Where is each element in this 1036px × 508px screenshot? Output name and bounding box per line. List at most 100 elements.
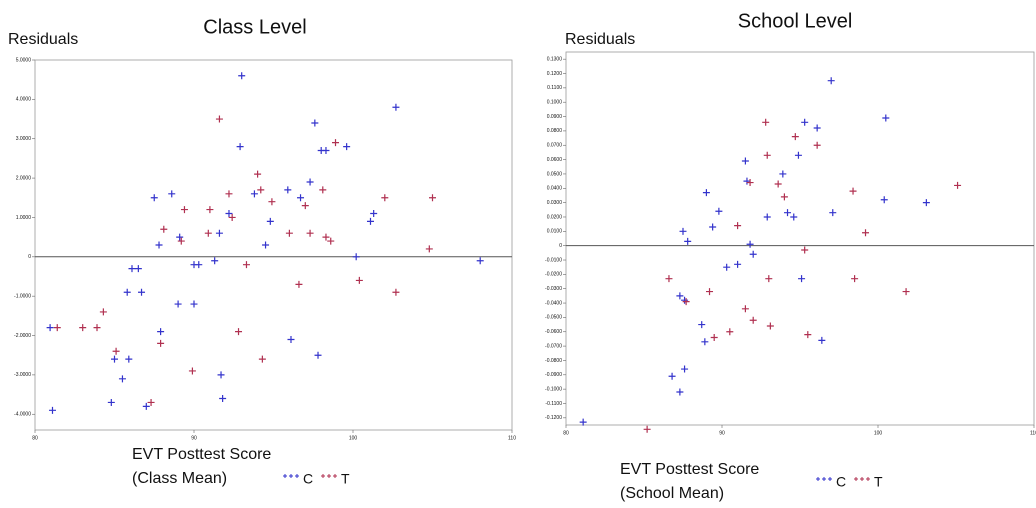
- point: [215, 115, 223, 123]
- point: [211, 257, 219, 265]
- point: [168, 190, 176, 198]
- y-tick-label: -0.0500: [545, 315, 562, 321]
- point: [849, 187, 857, 195]
- legend-label: C: [303, 471, 313, 487]
- point: [306, 229, 314, 237]
- y-tick-label: -0.0400: [545, 300, 562, 306]
- x-tick-label: 80: [563, 430, 569, 436]
- point: [684, 237, 692, 245]
- point: [174, 300, 182, 308]
- legend-marker: [333, 474, 337, 478]
- point: [235, 328, 243, 336]
- point: [160, 225, 168, 233]
- point: [134, 265, 142, 273]
- legend-marker: [866, 477, 870, 481]
- point: [177, 237, 185, 245]
- y-tick-label: -3.0000: [14, 372, 31, 378]
- x-axis-label: (Class Mean): [132, 470, 227, 487]
- x-tick-label: 110: [1030, 430, 1036, 436]
- y-tick-label: -0.0700: [545, 343, 562, 349]
- point: [734, 260, 742, 268]
- point: [882, 114, 890, 122]
- point: [46, 324, 54, 332]
- point: [370, 210, 378, 218]
- x-axis-label: (School Mean): [620, 485, 724, 502]
- point: [268, 198, 276, 206]
- point: [238, 72, 246, 80]
- y-tick-label: -0.0600: [545, 329, 562, 335]
- point: [53, 324, 61, 332]
- y-tick-label: 0.0100: [547, 229, 563, 235]
- point: [676, 388, 684, 396]
- point: [665, 275, 673, 283]
- point: [295, 280, 303, 288]
- y-tick-label: 0.0800: [547, 128, 563, 134]
- y-tick-label: 0.1200: [547, 71, 563, 77]
- legend-marker: [283, 474, 287, 478]
- point: [862, 229, 870, 237]
- y-tick-label: -0.0300: [545, 286, 562, 292]
- point: [311, 119, 319, 127]
- x-tick-label: 90: [719, 430, 725, 436]
- point: [79, 324, 87, 332]
- point: [392, 103, 400, 111]
- point: [176, 233, 184, 241]
- y-tick-label: 0: [559, 243, 562, 249]
- point: [784, 209, 792, 217]
- point: [763, 151, 771, 159]
- point: [93, 324, 101, 332]
- x-tick-label: 80: [32, 435, 38, 441]
- legend-marker: [327, 474, 331, 478]
- y-tick-label: -0.1200: [545, 415, 562, 421]
- point: [715, 207, 723, 215]
- point: [306, 178, 314, 186]
- point: [188, 367, 196, 375]
- legend-marker: [822, 477, 826, 481]
- point: [779, 170, 787, 178]
- point: [195, 261, 203, 269]
- y-axis-label: Residuals: [8, 31, 78, 48]
- plot-frame: [34, 59, 513, 431]
- legend-label: T: [874, 474, 883, 490]
- legend-marker: [828, 477, 832, 481]
- point: [425, 245, 433, 253]
- point: [762, 118, 770, 126]
- point: [225, 190, 233, 198]
- y-tick-label: 0.0500: [547, 171, 563, 177]
- x-tick-label: 100: [349, 435, 358, 441]
- point: [190, 300, 198, 308]
- legend-label: C: [836, 474, 846, 490]
- point: [215, 229, 223, 237]
- point: [676, 292, 684, 300]
- point: [643, 425, 651, 433]
- legend-label: T: [341, 471, 350, 487]
- point: [766, 322, 774, 330]
- point: [749, 250, 757, 258]
- y-tick-label: -0.0800: [545, 358, 562, 364]
- point: [301, 202, 309, 210]
- point: [366, 217, 374, 225]
- point: [107, 398, 115, 406]
- point: [801, 246, 809, 254]
- point: [285, 229, 293, 237]
- y-tick-label: 5.0000: [16, 57, 32, 63]
- point: [701, 338, 709, 346]
- point: [801, 118, 809, 126]
- point: [734, 222, 742, 230]
- y-tick-label: 0: [28, 254, 31, 260]
- y-tick-label: -4.0000: [14, 412, 31, 418]
- point: [332, 139, 340, 147]
- x-axis-label: EVT Posttest Score: [620, 461, 759, 478]
- point: [813, 124, 821, 132]
- point: [794, 151, 802, 159]
- y-tick-label: -0.1100: [545, 401, 562, 407]
- point: [813, 141, 821, 149]
- point: [880, 196, 888, 204]
- point: [257, 186, 265, 194]
- chart-title: Class Level: [203, 16, 306, 38]
- point: [319, 186, 327, 194]
- point: [765, 275, 773, 283]
- y-tick-label: 1.0000: [16, 215, 32, 221]
- point: [763, 213, 771, 221]
- point: [723, 263, 731, 271]
